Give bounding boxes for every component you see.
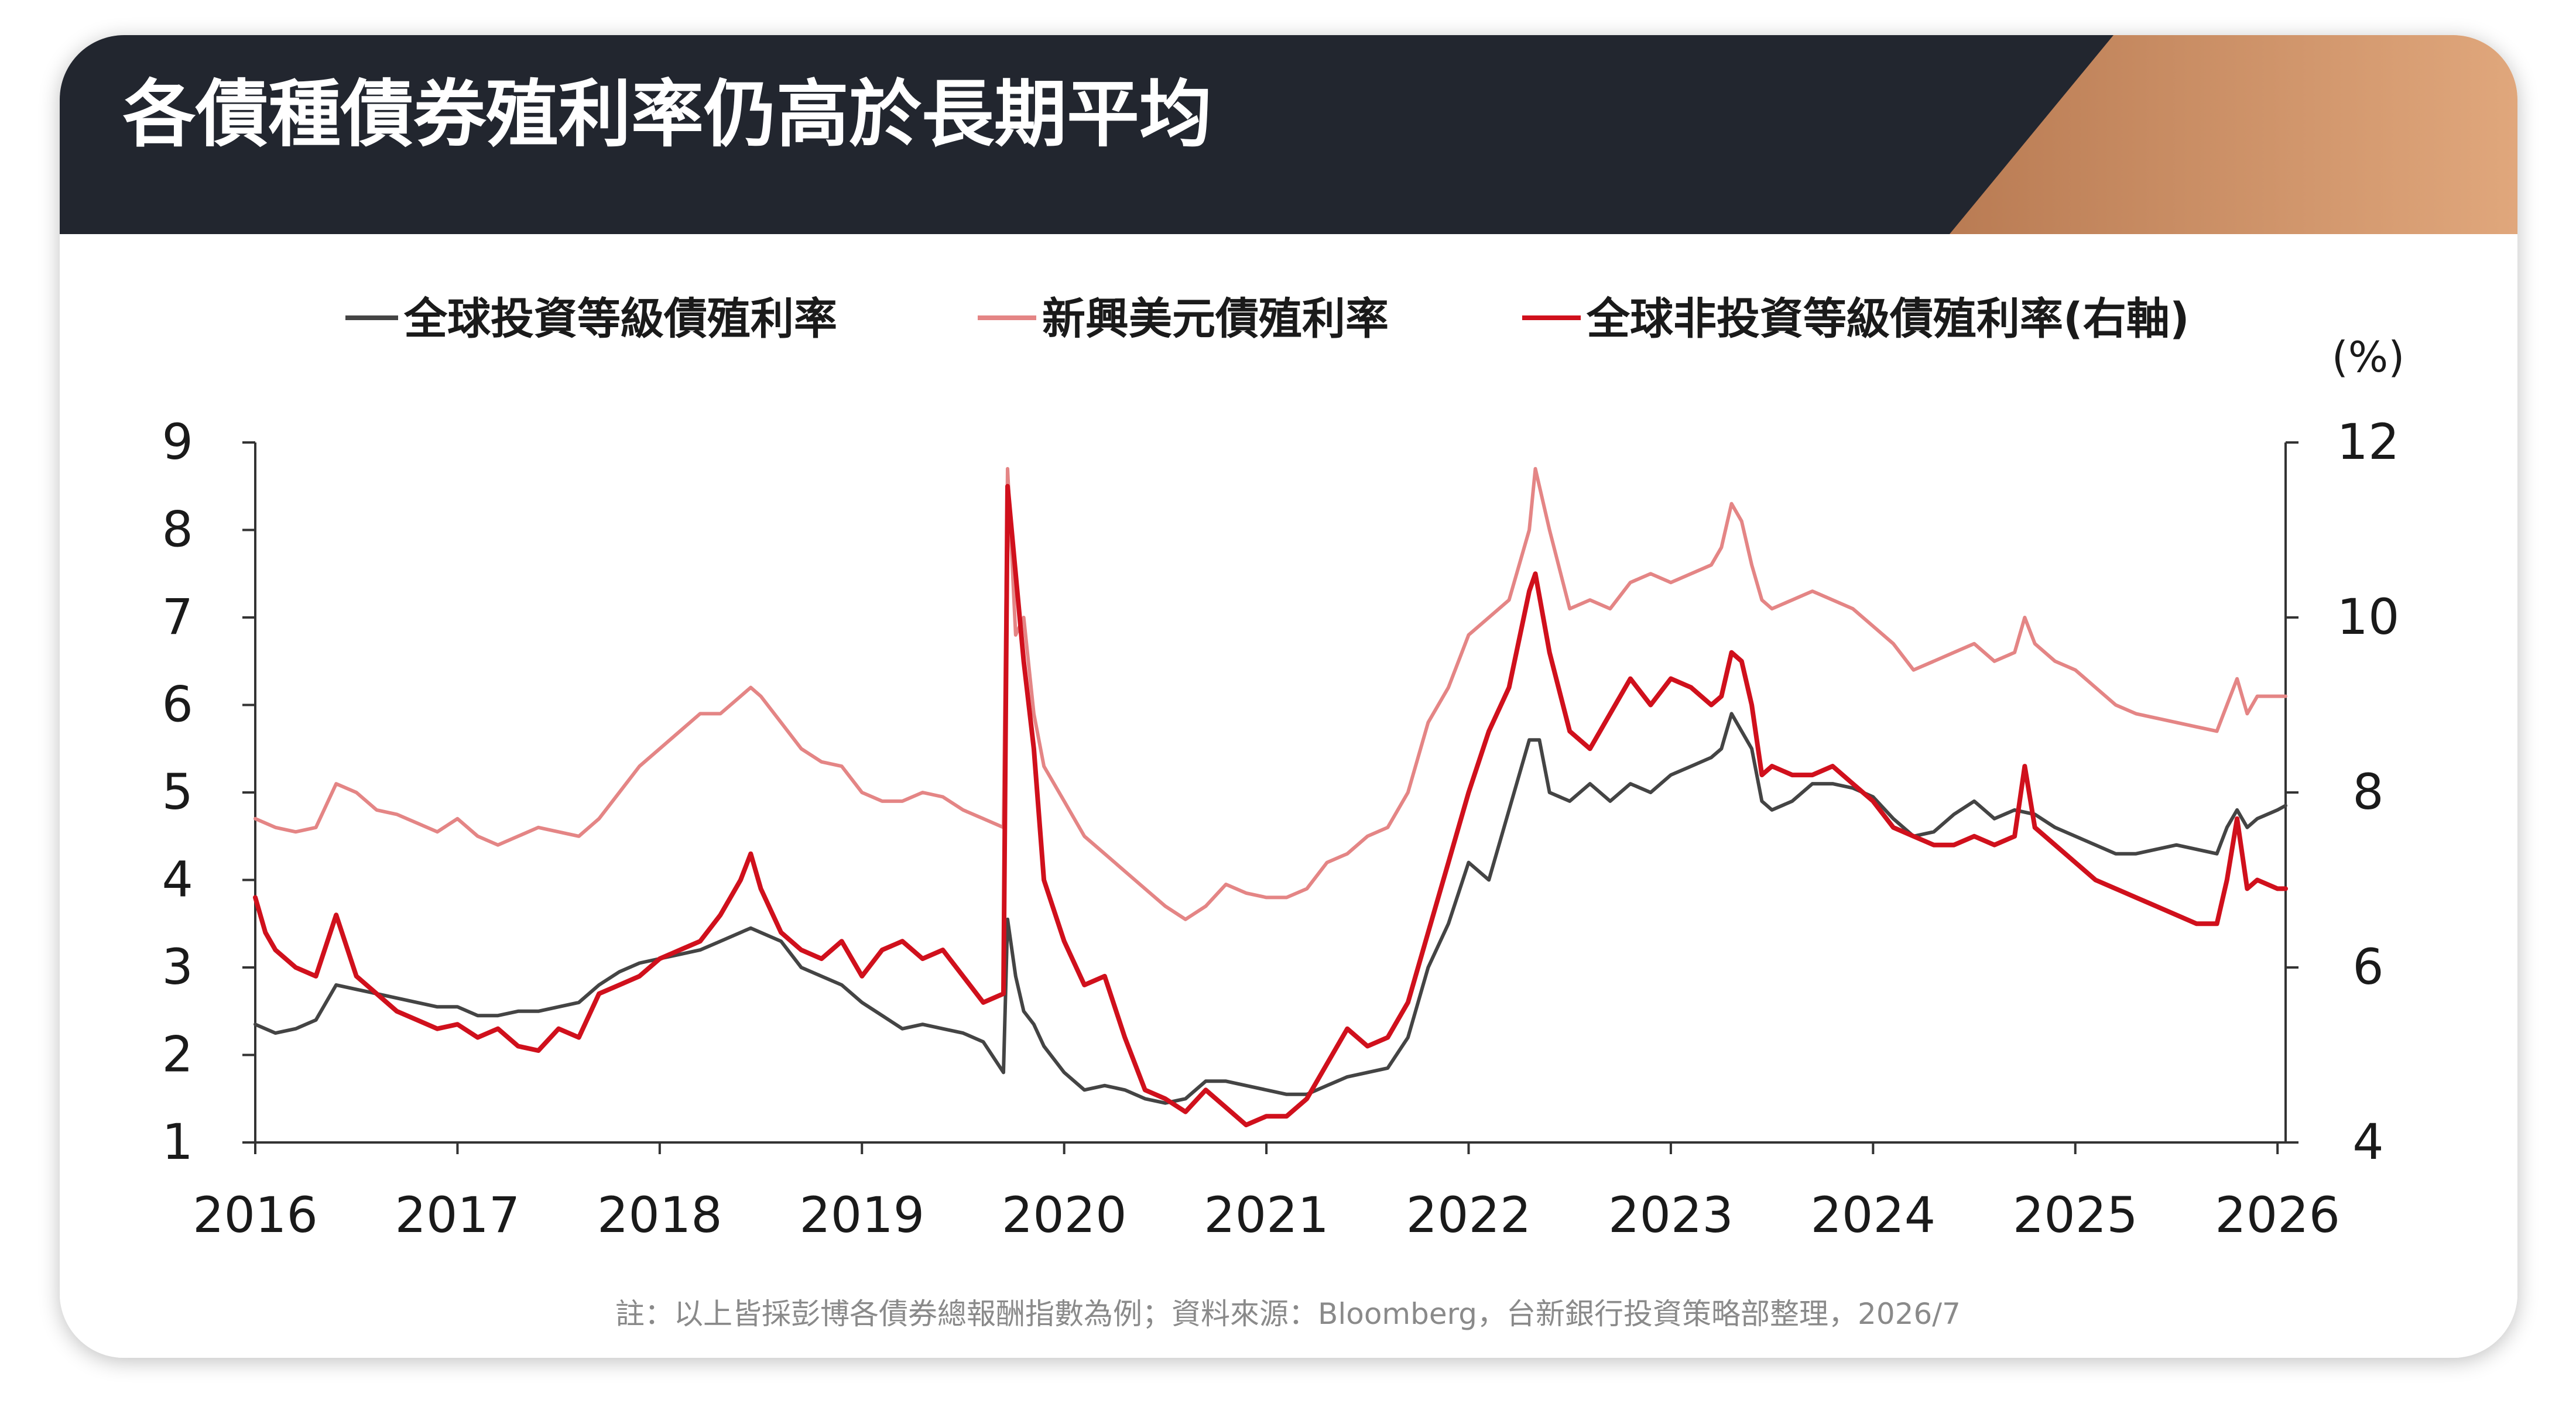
left-tick-label: 3 — [162, 938, 193, 996]
page-title: 各債種債券殖利率仍高於長期平均 — [123, 73, 1212, 157]
x-tick-label: 2016 — [193, 1186, 318, 1244]
legend: 全球投資等級債殖利率 新興美元債殖利率 全球非投資等級債殖利率(右軸) — [345, 294, 2190, 344]
right-axis-ticks: 4 6 8 10 12 — [2286, 413, 2399, 1171]
left-tick-label: 2 — [162, 1026, 193, 1083]
series-line-hy — [253, 483, 2288, 1128]
x-tick-label: 2022 — [1406, 1186, 1532, 1244]
right-tick-label: 12 — [2337, 413, 2400, 471]
x-tick-label: 2018 — [597, 1186, 722, 1244]
left-tick-label: 4 — [162, 851, 193, 908]
x-tick-label: 2024 — [1810, 1186, 1936, 1244]
left-axis-ticks: 1 2 3 4 5 6 7 8 9 — [162, 413, 255, 1171]
x-axis-ticks: 2016 2017 2018 2019 2020 2021 2022 2023 2024 2025… — [193, 1142, 2340, 1244]
x-tick-label: 2023 — [1608, 1186, 1734, 1244]
x-tick-label: 2025 — [2013, 1186, 2138, 1244]
left-tick-label: 5 — [162, 763, 193, 821]
right-tick-label: 10 — [2337, 588, 2400, 646]
right-tick-label: 6 — [2352, 938, 2383, 996]
series-line-em — [254, 466, 2287, 921]
right-tick-label: 8 — [2352, 763, 2383, 821]
left-tick-label: 8 — [162, 501, 193, 558]
legend-label-hy: 全球非投資等級債殖利率(右軸) — [1586, 294, 2190, 344]
x-tick-label: 2020 — [1002, 1186, 1127, 1244]
right-tick-label: 4 — [2352, 1113, 2383, 1171]
legend-label-grade: 全球投資等級債殖利率 — [403, 294, 837, 344]
x-tick-label: 2017 — [395, 1186, 520, 1244]
left-tick-label: 9 — [162, 413, 193, 471]
series-layer — [253, 466, 2288, 1128]
footnote: 註：以上皆採彭博各債券總報酬指數為例；資料來源：Bloomberg，台新銀行投資… — [615, 1297, 1961, 1331]
series-line-grade — [254, 712, 2287, 1105]
left-tick-label: 6 — [162, 676, 193, 733]
header-background — [60, 35, 2113, 234]
left-tick-label: 7 — [162, 588, 193, 646]
legend-label-em: 新興美元債殖利率 — [1042, 294, 1389, 344]
card-background — [60, 35, 2517, 1358]
x-tick-label: 2026 — [2215, 1186, 2340, 1244]
right-axis-unit: (%) — [2332, 332, 2405, 382]
x-tick-label: 2021 — [1204, 1186, 1329, 1244]
left-tick-label: 1 — [162, 1113, 193, 1171]
x-tick-label: 2019 — [799, 1186, 924, 1244]
